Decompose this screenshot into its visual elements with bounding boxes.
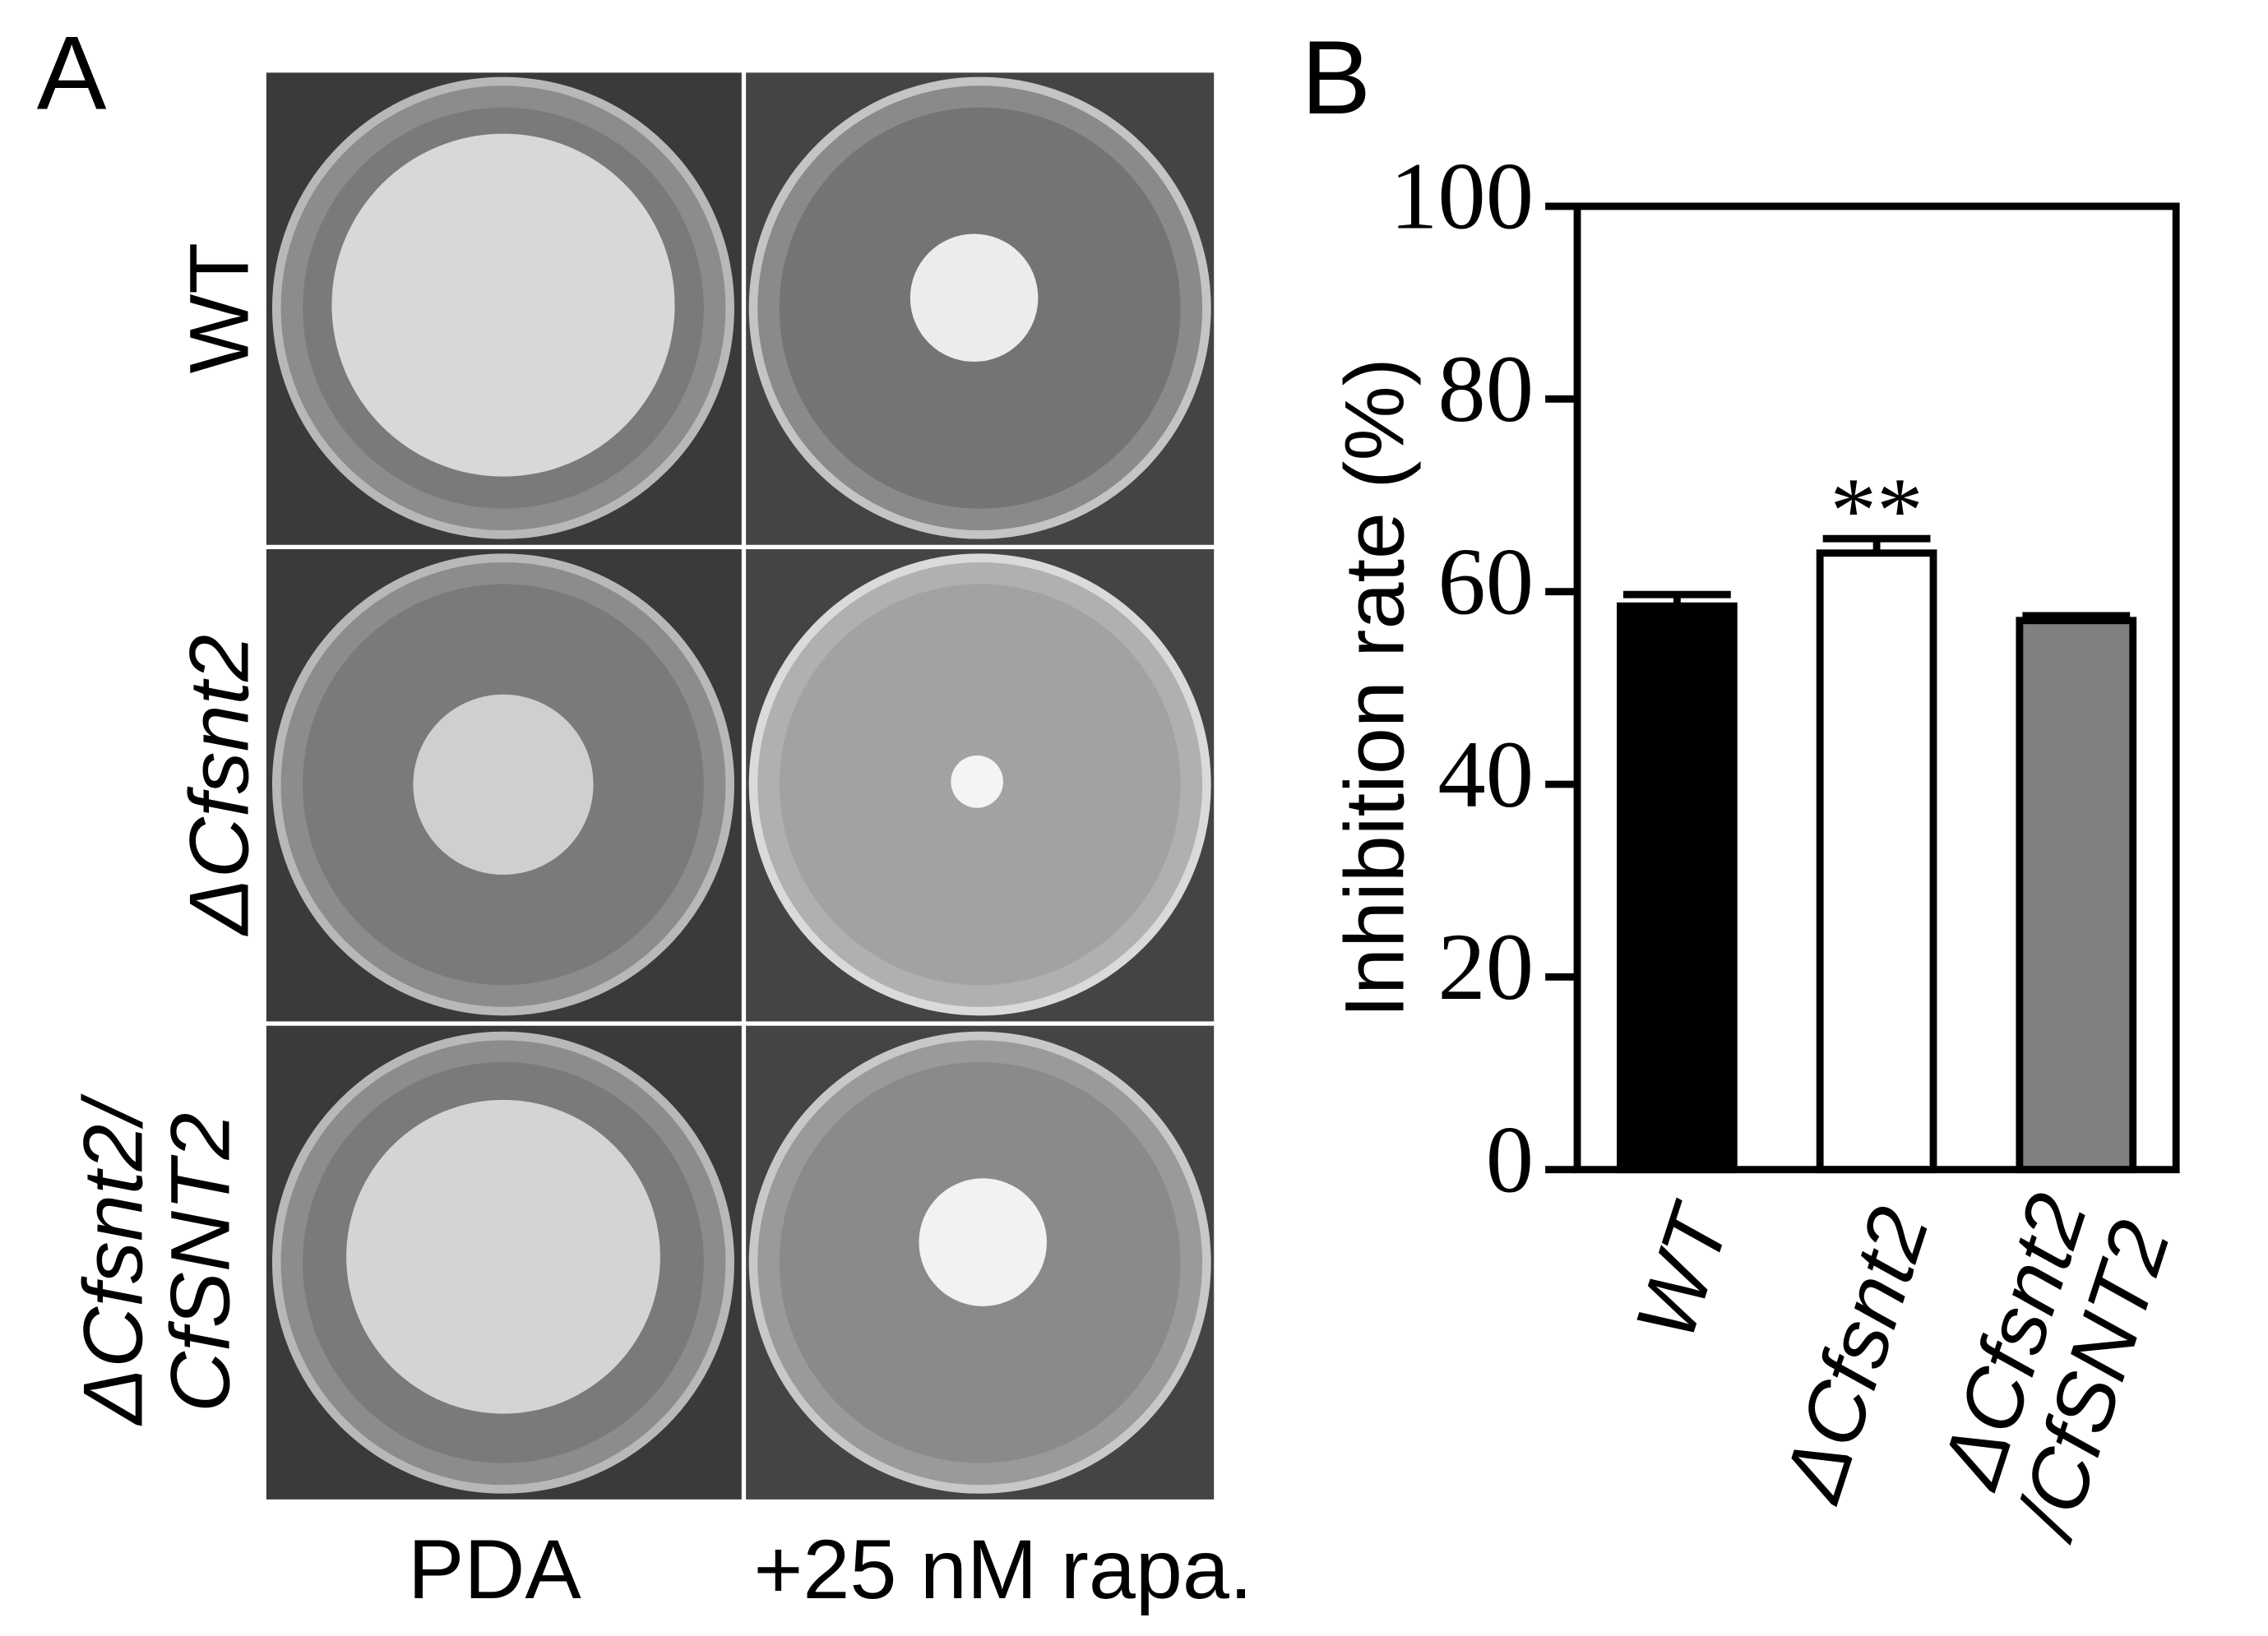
axis-frame: [1573, 202, 2180, 1174]
panel-label: B: [1301, 19, 1371, 136]
column-label: +25 nM rapa.: [754, 1522, 1253, 1616]
plate-grid: [266, 72, 1215, 1500]
y-tick-label: 100: [1390, 144, 1534, 250]
row-label: ΔCfsnt2/CfSNT2: [65, 1093, 247, 1426]
plate: [746, 549, 1215, 1022]
y-tick-label: 40: [1437, 722, 1534, 828]
y-tick-label: 20: [1437, 914, 1534, 1020]
bar: [1617, 602, 1738, 1174]
plate: [266, 1025, 742, 1500]
column-label: PDA: [408, 1522, 581, 1616]
row-label: ΔCfsnt2: [172, 635, 266, 936]
bar: [1816, 549, 1937, 1174]
plate: [266, 549, 742, 1022]
y-tick-label: 0: [1486, 1107, 1534, 1213]
significance: **: [1831, 460, 1923, 562]
plate: [266, 72, 742, 545]
plate: [746, 72, 1215, 545]
plate: [746, 1025, 1215, 1500]
y-axis-label: Inhibition rate (%): [1327, 358, 1422, 1018]
bar: [2016, 617, 2137, 1174]
panel-label: A: [37, 15, 107, 132]
row-label: WT: [172, 243, 266, 373]
y-tick-label: 60: [1437, 529, 1534, 635]
y-tick-label: 80: [1437, 336, 1534, 442]
